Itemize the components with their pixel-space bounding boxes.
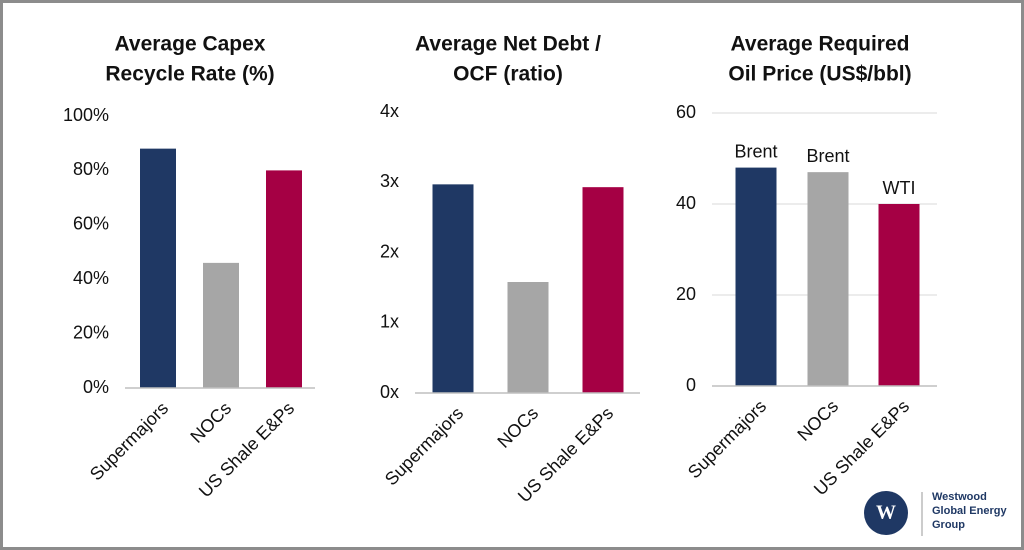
y-tick-label: 3x — [380, 171, 399, 191]
bar-label: Brent — [806, 146, 849, 166]
logo-text: Global Energy — [932, 505, 1007, 517]
bar — [507, 282, 549, 393]
y-tick-label: 0 — [686, 375, 696, 395]
logo-text: Group — [932, 519, 965, 531]
logo-text: Westwood — [932, 491, 987, 503]
y-tick-label: 20 — [676, 284, 696, 304]
bar — [735, 167, 777, 386]
logo: W Westwood Global Energy Group — [864, 491, 1007, 536]
bar — [582, 187, 624, 393]
bar — [432, 184, 474, 393]
y-tick-label: 40 — [676, 193, 696, 213]
y-tick-label: 40% — [73, 268, 109, 288]
bar-label: WTI — [883, 178, 916, 198]
bar — [266, 170, 302, 388]
bar — [807, 172, 849, 386]
y-tick-label: 2x — [380, 241, 399, 261]
chart-title: Average Required — [731, 33, 910, 56]
bar — [203, 262, 239, 388]
y-tick-label: 1x — [380, 312, 399, 332]
y-tick-label: 0% — [83, 377, 109, 397]
bar — [878, 204, 920, 386]
bar — [140, 148, 176, 388]
y-tick-label: 80% — [73, 159, 109, 179]
y-tick-label: 60% — [73, 214, 109, 234]
bar-label: Brent — [734, 141, 777, 161]
y-tick-label: 20% — [73, 322, 109, 342]
y-tick-label: 4x — [380, 101, 399, 121]
chart-title: Oil Price (US$/bbl) — [728, 63, 911, 86]
logo-mark: W — [876, 502, 896, 524]
y-tick-label: 60 — [676, 102, 696, 122]
y-tick-label: 100% — [63, 105, 109, 125]
chart-title: Average Net Debt / — [415, 33, 601, 56]
chart-title: OCF (ratio) — [453, 63, 563, 86]
logo-badge — [864, 491, 908, 535]
chart-title: Recycle Rate (%) — [105, 63, 274, 86]
chart-title: Average Capex — [115, 33, 266, 56]
y-tick-label: 0x — [380, 382, 399, 402]
